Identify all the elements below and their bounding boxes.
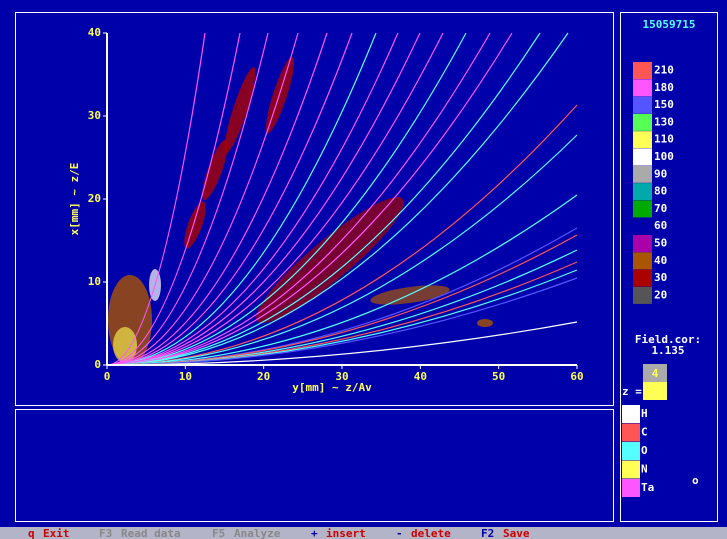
color-label: 130	[654, 115, 674, 128]
color-label: 100	[654, 150, 674, 163]
color-swatch	[633, 270, 652, 287]
y-axis-label: x[mm] ~ z/E	[68, 163, 81, 236]
color-label: 50	[654, 237, 667, 250]
x-tick-label: 20	[257, 370, 270, 383]
color-swatch	[633, 149, 652, 166]
color-label: 150	[654, 98, 674, 111]
x-axis-label: y[mm] ~ z/Av	[292, 381, 372, 394]
element-swatch	[622, 405, 640, 423]
color-swatch	[633, 183, 652, 200]
color-swatch	[633, 97, 652, 114]
element-swatch	[622, 479, 640, 497]
y-tick-label: 40	[88, 26, 101, 39]
color-label: 90	[654, 167, 667, 180]
menu-key: F5	[212, 527, 225, 539]
z-box	[643, 382, 667, 400]
x-tick-label: 40	[414, 370, 427, 383]
color-swatch	[633, 131, 652, 148]
element-label: Ta	[641, 481, 654, 494]
run-number: 15059715	[643, 18, 696, 31]
color-label: 40	[654, 254, 667, 267]
color-label: 110	[654, 133, 674, 146]
menu-label[interactable]: Read data	[121, 527, 181, 539]
z-value: 4	[652, 367, 659, 380]
density-blob	[113, 327, 137, 363]
background	[0, 0, 727, 527]
color-swatch	[633, 235, 652, 252]
menu-label[interactable]: insert	[326, 527, 366, 539]
menu-key: F2	[481, 527, 494, 539]
x-tick-label: 60	[570, 370, 583, 383]
y-tick-label: 20	[88, 192, 101, 205]
element-swatch	[622, 461, 640, 479]
x-tick-label: 50	[492, 370, 505, 383]
color-label: 210	[654, 64, 674, 77]
screen: 0 10 20 30 40 50 60 0 10 20 30 40 y[mm] ~ z/Av x[mm] …	[0, 0, 727, 539]
color-label: 20	[654, 288, 667, 301]
color-swatch	[633, 252, 652, 269]
menu-label[interactable]: delete	[411, 527, 451, 539]
element-label: C	[641, 426, 648, 439]
z-label: z =	[622, 385, 642, 398]
menu-key: -	[396, 527, 403, 539]
element-swatch	[622, 424, 640, 442]
menu-label[interactable]: Save	[503, 527, 530, 539]
color-swatch	[633, 62, 652, 79]
color-swatch	[633, 200, 652, 217]
color-swatch	[633, 166, 652, 183]
element-label: H	[641, 407, 648, 420]
color-label: 180	[654, 81, 674, 94]
color-swatch	[633, 114, 652, 131]
color-swatch	[633, 79, 652, 96]
color-label: 30	[654, 271, 667, 284]
menu-key: +	[311, 527, 318, 539]
color-label: 60	[654, 219, 667, 232]
cursor-mark: o	[692, 474, 699, 487]
menu-label[interactable]: Analyze	[234, 527, 281, 539]
x-tick-label: 10	[179, 370, 192, 383]
element-swatch	[622, 442, 640, 460]
color-label: 70	[654, 202, 667, 215]
menu-key: F3	[99, 527, 112, 539]
element-label: N	[641, 463, 648, 476]
color-swatch	[633, 287, 652, 304]
density-blob	[477, 319, 493, 327]
y-tick-label: 0	[94, 358, 101, 371]
y-tick-label: 30	[88, 109, 101, 122]
element-label: O	[641, 444, 648, 457]
y-tick-label: 10	[88, 275, 101, 288]
field-cor-value: 1.135	[651, 344, 684, 357]
color-label: 80	[654, 185, 667, 198]
menu-label[interactable]: Exit	[43, 527, 70, 539]
x-tick-label: 0	[104, 370, 111, 383]
menu-key: q	[28, 527, 35, 539]
